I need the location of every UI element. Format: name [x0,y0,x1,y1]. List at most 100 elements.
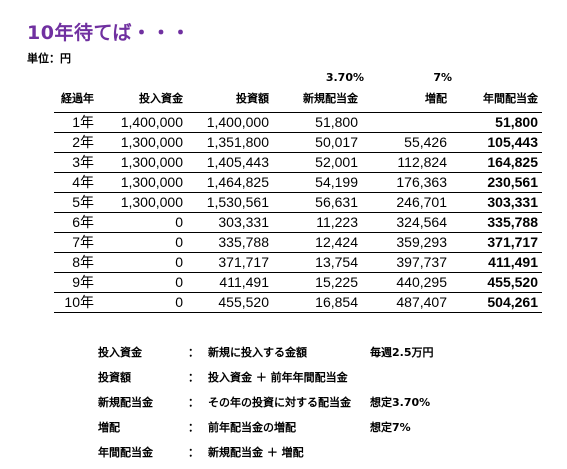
header-cell: 年間配当金 [483,92,538,105]
table-cell: 6年 [54,212,98,233]
table-cell: 0 [98,232,187,253]
table-cell: 50,017 [273,132,362,153]
table-cell: 246,701 [362,192,451,213]
table-cell: 359,293 [362,232,451,253]
note-description: 前年配当金の増配 [208,421,296,434]
table-cell: 176,363 [362,172,451,193]
table-header-row: 経過年 投入資金 投資額 新規配当金 増配 年間配当金 [54,90,542,113]
table-cell: 51,800 [273,112,362,133]
table-cell: 15,225 [273,272,362,293]
table-cell [362,112,451,133]
note-term: 投資額 [98,371,131,384]
header-cell: 増配 [425,92,447,105]
table-cell: 411,491 [187,272,273,293]
table-cell: 411,491 [451,252,542,273]
table-cell: 440,295 [362,272,451,293]
table-cell: 0 [98,252,187,273]
table-cell: 1,400,000 [98,112,187,133]
table-row: 10年 0 455,520 16,854 487,407 504,261 [54,292,542,313]
note-term: 新規配当金 [98,396,153,409]
table-cell: 1,464,825 [187,172,273,193]
table-cell: 303,331 [187,212,273,233]
table-cell: 11,223 [273,212,362,233]
table-cell: 487,407 [362,292,451,313]
table-cell: 1,351,800 [187,132,273,153]
note-separator: ： [188,346,199,359]
table-row: 3年 1,300,000 1,405,443 52,001 112,824 164,825 [54,152,542,173]
table-row: 1年 1,400,000 1,400,000 51,800 51,800 [54,112,542,133]
table-cell: 7年 [54,232,98,253]
table-cell: 55,426 [362,132,451,153]
table-cell: 1,405,443 [187,152,273,173]
header-cell: 投入資金 [139,92,183,105]
table-cell: 455,520 [451,272,542,293]
dividend-table: 経過年 投入資金 投資額 新規配当金 増配 年間配当金 1年 1,400,000 1… [54,90,542,313]
table-cell: 8年 [54,252,98,273]
table-cell: 1,300,000 [98,152,187,173]
table-cell: 10年 [54,292,98,313]
table-row: 2年 1,300,000 1,351,800 50,017 55,426 105,443 [54,132,542,153]
table-cell: 12,424 [273,232,362,253]
header-cell: 新規配当金 [303,92,358,105]
note-extra: 想定7% [370,421,411,434]
table-row: 5年 1,300,000 1,530,561 56,631 246,701 303,331 [54,192,542,213]
note-term: 投入資金 [98,346,142,359]
note-term: 年間配当金 [98,446,153,459]
increase-rate: 7% [433,71,452,84]
table-cell: 335,788 [187,232,273,253]
table-cell: 1,300,000 [98,172,187,193]
note-description: 投入資金 ＋ 前年年間配当金 [208,371,348,384]
table-cell: 371,717 [451,232,542,253]
table-cell: 504,261 [451,292,542,313]
new-dividend-rate: 3.70% [325,71,364,84]
table-cell: 112,824 [362,152,451,173]
table-cell: 105,443 [451,132,542,153]
table-row: 9年 0 411,491 15,225 440,295 455,520 [54,272,542,293]
table-cell: 1,300,000 [98,192,187,213]
note-separator: ： [188,396,199,409]
table-cell: 54,199 [273,172,362,193]
table-cell: 303,331 [451,192,542,213]
table-cell: 4年 [54,172,98,193]
table-cell: 0 [98,212,187,233]
table-cell: 1,400,000 [187,112,273,133]
note-extra: 毎週2.5万円 [370,346,434,359]
note-description: 新規配当金 ＋ 増配 [208,446,304,459]
table-cell: 16,854 [273,292,362,313]
table-cell: 2年 [54,132,98,153]
table-row: 7年 0 335,788 12,424 359,293 371,717 [54,232,542,253]
table-cell: 230,561 [451,172,542,193]
table-row: 6年 0 303,331 11,223 324,564 335,788 [54,212,542,233]
table-cell: 13,754 [273,252,362,273]
table-cell: 5年 [54,192,98,213]
table-cell: 1年 [54,112,98,133]
table-cell: 335,788 [451,212,542,233]
unit-label: 単位：円 [27,52,71,65]
note-extra: 想定3.70% [370,396,431,409]
table-cell: 324,564 [362,212,451,233]
table-cell: 1,300,000 [98,132,187,153]
header-cell: 投資額 [236,92,269,105]
note-description: 新規に投入する金額 [208,346,307,359]
table-cell: 52,001 [273,152,362,173]
note-description: その年の投資に対する配当金 [208,396,351,409]
table-cell: 56,631 [273,192,362,213]
note-term: 増配 [98,421,120,434]
table-cell: 0 [98,272,187,293]
note-separator: ： [188,421,199,434]
table-cell: 3年 [54,152,98,173]
table-cell: 51,800 [451,112,542,133]
table-cell: 9年 [54,272,98,293]
table-cell: 164,825 [451,152,542,173]
table-row: 4年 1,300,000 1,464,825 54,199 176,363 230,561 [54,172,542,193]
note-separator: ： [188,446,199,459]
table-row: 8年 0 371,717 13,754 397,737 411,491 [54,252,542,273]
page-title: 10年待てば・・・ [27,22,191,44]
table-cell: 371,717 [187,252,273,273]
table-cell: 1,530,561 [187,192,273,213]
note-separator: ： [188,371,199,384]
header-cell: 経過年 [61,92,94,105]
table-cell: 397,737 [362,252,451,273]
table-cell: 0 [98,292,187,313]
table-cell: 455,520 [187,292,273,313]
